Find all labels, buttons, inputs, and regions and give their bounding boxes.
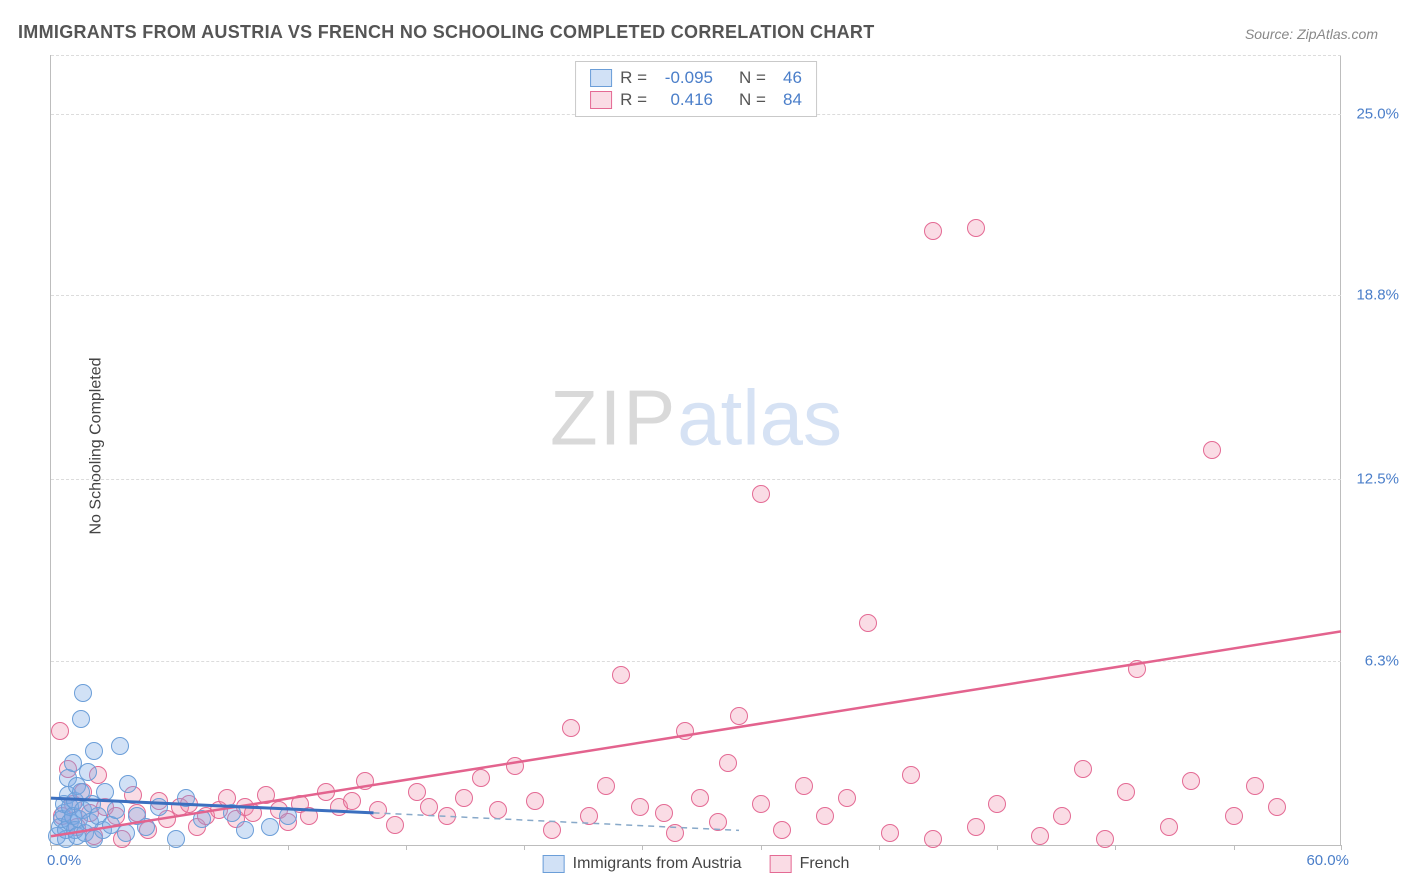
swatch-french-icon xyxy=(590,91,612,109)
trendlines-layer xyxy=(51,55,1341,845)
y-tick-label: 6.3% xyxy=(1347,652,1399,669)
austria-n-value: 46 xyxy=(774,68,802,88)
chart-title: IMMIGRANTS FROM AUSTRIA VS FRENCH NO SCH… xyxy=(18,22,875,43)
x-tick xyxy=(761,845,762,850)
legend-label-french: French xyxy=(800,855,850,873)
legend-label-austria: Immigrants from Austria xyxy=(573,855,742,873)
x-axis-max-label: 60.0% xyxy=(1306,852,1349,869)
french-n-value: 84 xyxy=(774,90,802,110)
x-tick xyxy=(524,845,525,850)
legend-item-austria: Immigrants from Austria xyxy=(543,855,742,873)
x-tick xyxy=(642,845,643,850)
x-axis-min-label: 0.0% xyxy=(47,852,81,869)
x-tick xyxy=(997,845,998,850)
x-tick xyxy=(288,845,289,850)
legend-stat-row-austria: R = -0.095 N = 46 xyxy=(590,68,802,88)
legend-stat-row-french: R = 0.416 N = 84 xyxy=(590,90,802,110)
french-r-value: 0.416 xyxy=(655,90,713,110)
legend-statistics: R = -0.095 N = 46 R = 0.416 N = 84 xyxy=(575,61,817,117)
swatch-austria-icon xyxy=(543,855,565,873)
x-tick xyxy=(879,845,880,850)
x-tick xyxy=(406,845,407,850)
r-label: R = xyxy=(620,68,647,88)
source-attribution: Source: ZipAtlas.com xyxy=(1245,26,1378,42)
x-tick xyxy=(1341,845,1342,850)
y-tick-label: 12.5% xyxy=(1347,471,1399,488)
n-label: N = xyxy=(739,68,766,88)
legend-series: Immigrants from Austria French xyxy=(543,855,850,873)
y-tick-label: 25.0% xyxy=(1347,105,1399,122)
n-label: N = xyxy=(739,90,766,110)
austria-r-value: -0.095 xyxy=(655,68,713,88)
x-tick xyxy=(1115,845,1116,850)
plot-area: ZIPatlas 6.3%12.5%18.8%25.0% 0.0% 60.0% … xyxy=(50,55,1341,846)
trend-line xyxy=(374,813,740,831)
y-tick-label: 18.8% xyxy=(1347,286,1399,303)
swatch-austria-icon xyxy=(590,69,612,87)
swatch-french-icon xyxy=(770,855,792,873)
legend-item-french: French xyxy=(770,855,850,873)
x-tick xyxy=(51,845,52,850)
r-label: R = xyxy=(620,90,647,110)
x-tick xyxy=(1234,845,1235,850)
